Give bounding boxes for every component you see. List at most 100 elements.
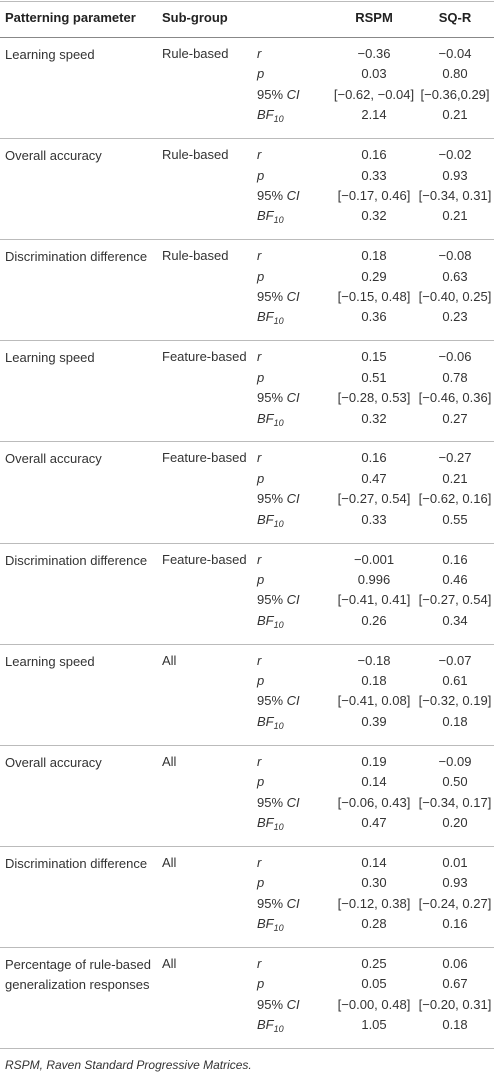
sqr-value: 0.21	[442, 208, 468, 224]
stat-label-part: CI	[286, 996, 300, 1012]
stat-label: p	[257, 975, 264, 993]
stat-label: p	[257, 470, 264, 488]
rspm-value: 0.47	[361, 814, 387, 830]
subgroup: All	[162, 652, 177, 668]
rspm-value: 0.19	[361, 753, 387, 769]
sqr-value: −0.06	[438, 349, 472, 365]
sqr-value: [−0.62, 0.16]	[418, 491, 492, 507]
sqr-value: −0.04	[438, 46, 472, 61]
rspm-value: [−0.12, 0.38]	[337, 895, 411, 911]
stat-label-part: 10	[273, 1024, 284, 1035]
sqr-value: 0.23	[442, 309, 468, 325]
stat-label-part: 95%	[257, 86, 287, 102]
stat-label: r	[257, 348, 261, 366]
stat-label: r	[257, 753, 261, 771]
stat-label-part: 95%	[257, 187, 287, 203]
stat-label-part: CI	[286, 390, 300, 406]
stat-label-part: BF	[257, 107, 274, 123]
sqr-value: 0.63	[442, 268, 468, 284]
stat-label: 95% CI	[257, 288, 300, 306]
row-rule	[0, 441, 494, 443]
sqr-value: 0.18	[442, 713, 468, 729]
stat-label-part: p	[257, 976, 265, 992]
rspm-value: 0.25	[361, 955, 387, 971]
rspm-value: [−0.28, 0.53]	[337, 390, 411, 406]
sqr-value: 0.16	[442, 916, 468, 931]
stat-label-part: 95%	[257, 390, 287, 406]
sqr-value: 0.34	[442, 612, 468, 628]
stat-label: BF10	[257, 612, 284, 630]
rspm-value: [−0.41, 0.08]	[337, 693, 411, 709]
stat-label-part: r	[257, 551, 262, 567]
top-rule	[0, 1, 494, 2]
sqr-value: 0.20	[442, 814, 468, 830]
sqr-value: [−0.34, 0.31]	[418, 187, 492, 203]
stat-label-part: 10	[273, 316, 284, 327]
rspm-value: [−0.17, 0.46]	[337, 187, 411, 203]
stat-label-part: 10	[273, 215, 284, 226]
stat-label-part: 10	[273, 518, 284, 529]
stat-label: r	[257, 652, 261, 670]
sqr-value: 0.16	[442, 551, 468, 567]
subgroup: Rule-based	[162, 248, 229, 264]
stat-label: BF10	[257, 207, 284, 225]
stat-label-part: r	[257, 955, 262, 971]
rspm-value: 0.28	[361, 916, 387, 931]
sqr-value: 0.46	[442, 571, 468, 587]
stat-label-part: BF	[257, 1017, 274, 1033]
rspm-value: [−0.27, 0.54]	[337, 491, 411, 507]
stat-label: r	[257, 854, 261, 872]
rspm-value: 0.36	[361, 309, 387, 325]
parameter: Overall accuracy	[5, 148, 102, 164]
sqr-value: 0.93	[442, 167, 468, 183]
subgroup: All	[162, 955, 177, 971]
row-rule	[0, 845, 494, 847]
rspm-value: 0.32	[361, 410, 387, 426]
stat-label: p	[257, 369, 264, 387]
row-rule	[0, 643, 494, 645]
sqr-value: 0.55	[442, 511, 468, 527]
stat-label-part: CI	[286, 592, 300, 608]
stat-label-part: r	[257, 349, 262, 365]
sqr-value: 0.01	[442, 854, 468, 870]
stat-label: BF10	[257, 713, 284, 731]
rspm-value: [−0.41, 0.41]	[337, 592, 411, 608]
stat-label-part: 10	[273, 923, 284, 933]
sqr-value: 0.78	[442, 369, 468, 385]
sqr-value: 0.93	[442, 875, 468, 891]
subgroup: All	[162, 854, 177, 870]
column-header: Sub-group	[162, 10, 228, 25]
stat-label-part: BF	[257, 511, 274, 527]
stat-label: BF10	[257, 106, 284, 124]
stat-label-part: CI	[286, 289, 300, 304]
stat-label-part: p	[257, 470, 265, 486]
rspm-value: 1.05	[361, 1017, 387, 1033]
stat-label-part: CI	[286, 693, 300, 709]
stat-label: p	[257, 65, 264, 83]
sqr-value: [−0.20, 0.31]	[418, 996, 492, 1012]
stat-label-part: 10	[273, 720, 284, 731]
stat-label: r	[257, 45, 261, 63]
stat-label-part: BF	[257, 309, 274, 325]
stat-label-part: BF	[257, 410, 274, 426]
stat-label: 95% CI	[257, 490, 300, 508]
stat-label: r	[257, 247, 261, 265]
rspm-value: 0.32	[361, 208, 387, 224]
stat-label-part: r	[257, 652, 262, 668]
stat-label-part: r	[257, 753, 262, 769]
rspm-value: [−0.15, 0.48]	[337, 289, 411, 304]
stat-label: p	[257, 874, 264, 892]
stat-label-part: r	[257, 450, 262, 466]
rspm-value: 0.15	[361, 349, 387, 365]
stat-label: BF10	[257, 915, 284, 933]
stat-label: r	[257, 955, 261, 973]
stat-label: 95% CI	[257, 895, 300, 913]
rspm-value: 0.16	[361, 450, 387, 466]
sqr-value: [−0.32, 0.19]	[418, 693, 492, 709]
rspm-value: 0.30	[361, 875, 387, 891]
sqr-value: −0.07	[438, 652, 472, 668]
stat-label: r	[257, 146, 261, 164]
column-header: RSPM	[355, 10, 393, 25]
subgroup: Feature-based	[162, 349, 247, 365]
row-rule	[0, 138, 494, 140]
